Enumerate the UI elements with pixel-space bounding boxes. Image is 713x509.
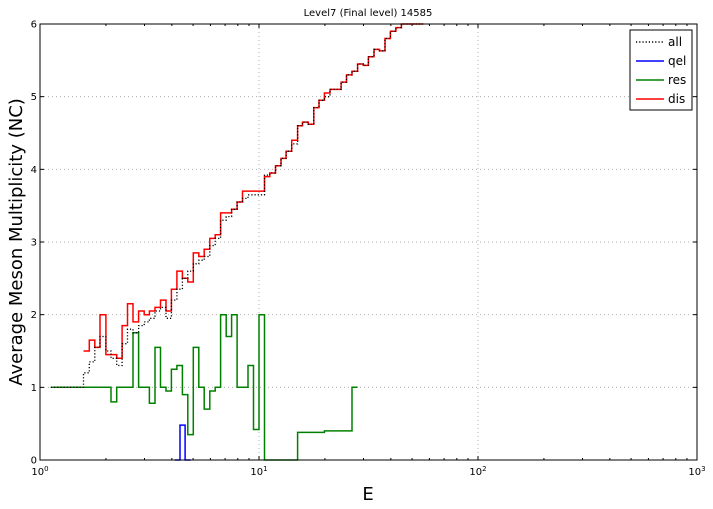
y-tick-label: 1: [31, 383, 37, 394]
legend-label-qel: qel: [668, 54, 686, 68]
y-tick-labels: 0 1 2 3 4 5 6: [31, 20, 37, 467]
x-tick-label: 103: [688, 465, 705, 478]
x-tick-label: 100: [31, 465, 48, 478]
y-tick-label: 4: [31, 165, 37, 176]
legend-label-dis: dis: [668, 92, 685, 106]
y-tick-label: 0: [31, 456, 37, 467]
chart-title: Level7 (Final level) 14585: [304, 8, 433, 19]
y-tick-label: 5: [31, 92, 37, 103]
x-tick-labels: 100 101 102 103: [31, 465, 705, 478]
y-tick-label: 3: [31, 238, 37, 249]
y-axis-title: Average Meson Multiplicity (NC): [6, 98, 27, 386]
x-tick-label: 102: [469, 465, 486, 478]
legend-label-res: res: [668, 73, 686, 87]
series-res-line: [50, 313, 358, 461]
major-ticks: [39, 23, 698, 461]
x-axis-title: E: [362, 484, 373, 505]
legend: all qel res dis: [629, 29, 693, 111]
x-tick-label: 101: [250, 465, 267, 478]
legend-label-all: all: [668, 35, 682, 49]
y-tick-label: 6: [31, 20, 37, 31]
y-tick-label: 2: [31, 310, 37, 321]
series-all-line: [50, 23, 424, 388]
legend-box: [629, 29, 693, 111]
